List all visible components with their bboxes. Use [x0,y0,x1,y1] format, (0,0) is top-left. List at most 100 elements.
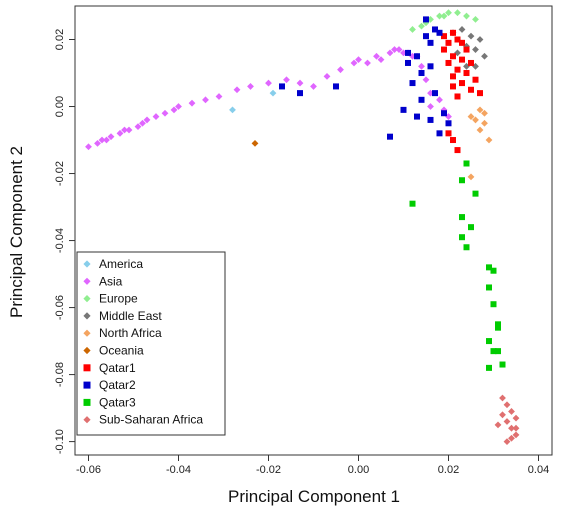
x-axis-title: Principal Component 1 [228,487,400,506]
data-point [377,56,385,64]
data-point [459,234,465,241]
data-point [503,438,511,445]
data-point [450,73,456,80]
data-point [427,39,434,46]
data-point [472,190,479,197]
x-tick-label: -0.06 [76,464,101,476]
data-point [463,244,470,251]
data-point [472,46,479,53]
series-qatar1 [441,29,483,154]
data-point [297,90,303,97]
data-point [409,52,416,60]
data-point [450,83,456,90]
data-point [463,46,470,53]
data-point [481,52,488,60]
data-point [85,143,92,151]
legend-item: America [83,257,143,271]
data-point [476,106,484,114]
legend-swatch [83,329,91,337]
legend-label: Qatar1 [99,361,136,375]
data-point [486,284,492,291]
data-point [251,139,259,147]
data-point [423,33,429,40]
data-point [418,22,425,30]
data-point [476,36,484,43]
data-point [116,129,124,137]
series-asia [85,46,452,151]
data-point [476,126,484,134]
data-point [333,83,339,90]
legend-label: America [99,257,143,271]
data-point [450,137,456,144]
data-point [279,83,285,90]
data-point [481,109,488,117]
data-point [486,364,492,371]
data-point [436,96,443,104]
data-point [468,86,474,93]
data-point [441,33,447,40]
data-point [422,76,430,84]
data-point [107,133,115,141]
data-point [463,160,470,167]
data-point [400,49,407,57]
legend-swatch [83,295,91,303]
data-point [472,76,479,83]
data-point [441,46,447,53]
data-point [472,62,479,70]
data-point [467,32,475,40]
data-point [499,411,506,419]
data-point [337,66,344,74]
data-point [459,56,465,63]
data-point [414,53,420,60]
legend-item: Qatar1 [83,361,136,375]
data-point [445,59,452,66]
data-point [490,348,497,355]
data-point [508,424,515,432]
data-point [472,16,479,23]
data-point [427,63,434,70]
data-point [103,136,110,144]
data-point [512,414,520,422]
data-point [495,321,501,328]
plot-area [85,9,520,445]
data-point [247,83,254,90]
x-tick-label: -0.04 [166,464,191,476]
legend-label: Qatar2 [99,378,136,392]
legend-swatch [83,260,91,268]
data-point [440,12,448,20]
data-point [512,431,520,439]
y-tick-label: 0.00 [54,96,66,117]
data-point [423,16,429,23]
data-point [269,89,277,97]
data-point [427,16,434,23]
data-point [486,338,492,345]
series-europe [409,9,479,33]
data-point [499,394,506,402]
data-point [454,9,461,17]
legend-item: Europe [83,292,138,306]
data-point [512,424,520,432]
data-point [494,421,502,429]
x-tick-label: -0.02 [256,464,281,476]
legend-item: Oceania [83,344,144,358]
data-point [454,66,461,73]
data-point [440,106,448,114]
data-point [467,173,475,181]
data-point [405,59,411,66]
data-point [485,136,493,144]
data-point [481,119,488,127]
legend-item: Qatar2 [83,378,136,392]
data-point [414,113,420,120]
legend-swatch [83,398,91,406]
data-point [436,29,443,36]
legend-item: North Africa [83,326,162,340]
y-tick-label: -0.10 [54,429,66,454]
data-point [422,19,430,27]
y-tick-label: -0.04 [54,228,66,253]
data-point [175,103,182,110]
y-tick-label: -0.06 [54,295,66,320]
data-point [418,62,425,70]
data-point [450,53,456,60]
legend-swatch [83,277,91,285]
